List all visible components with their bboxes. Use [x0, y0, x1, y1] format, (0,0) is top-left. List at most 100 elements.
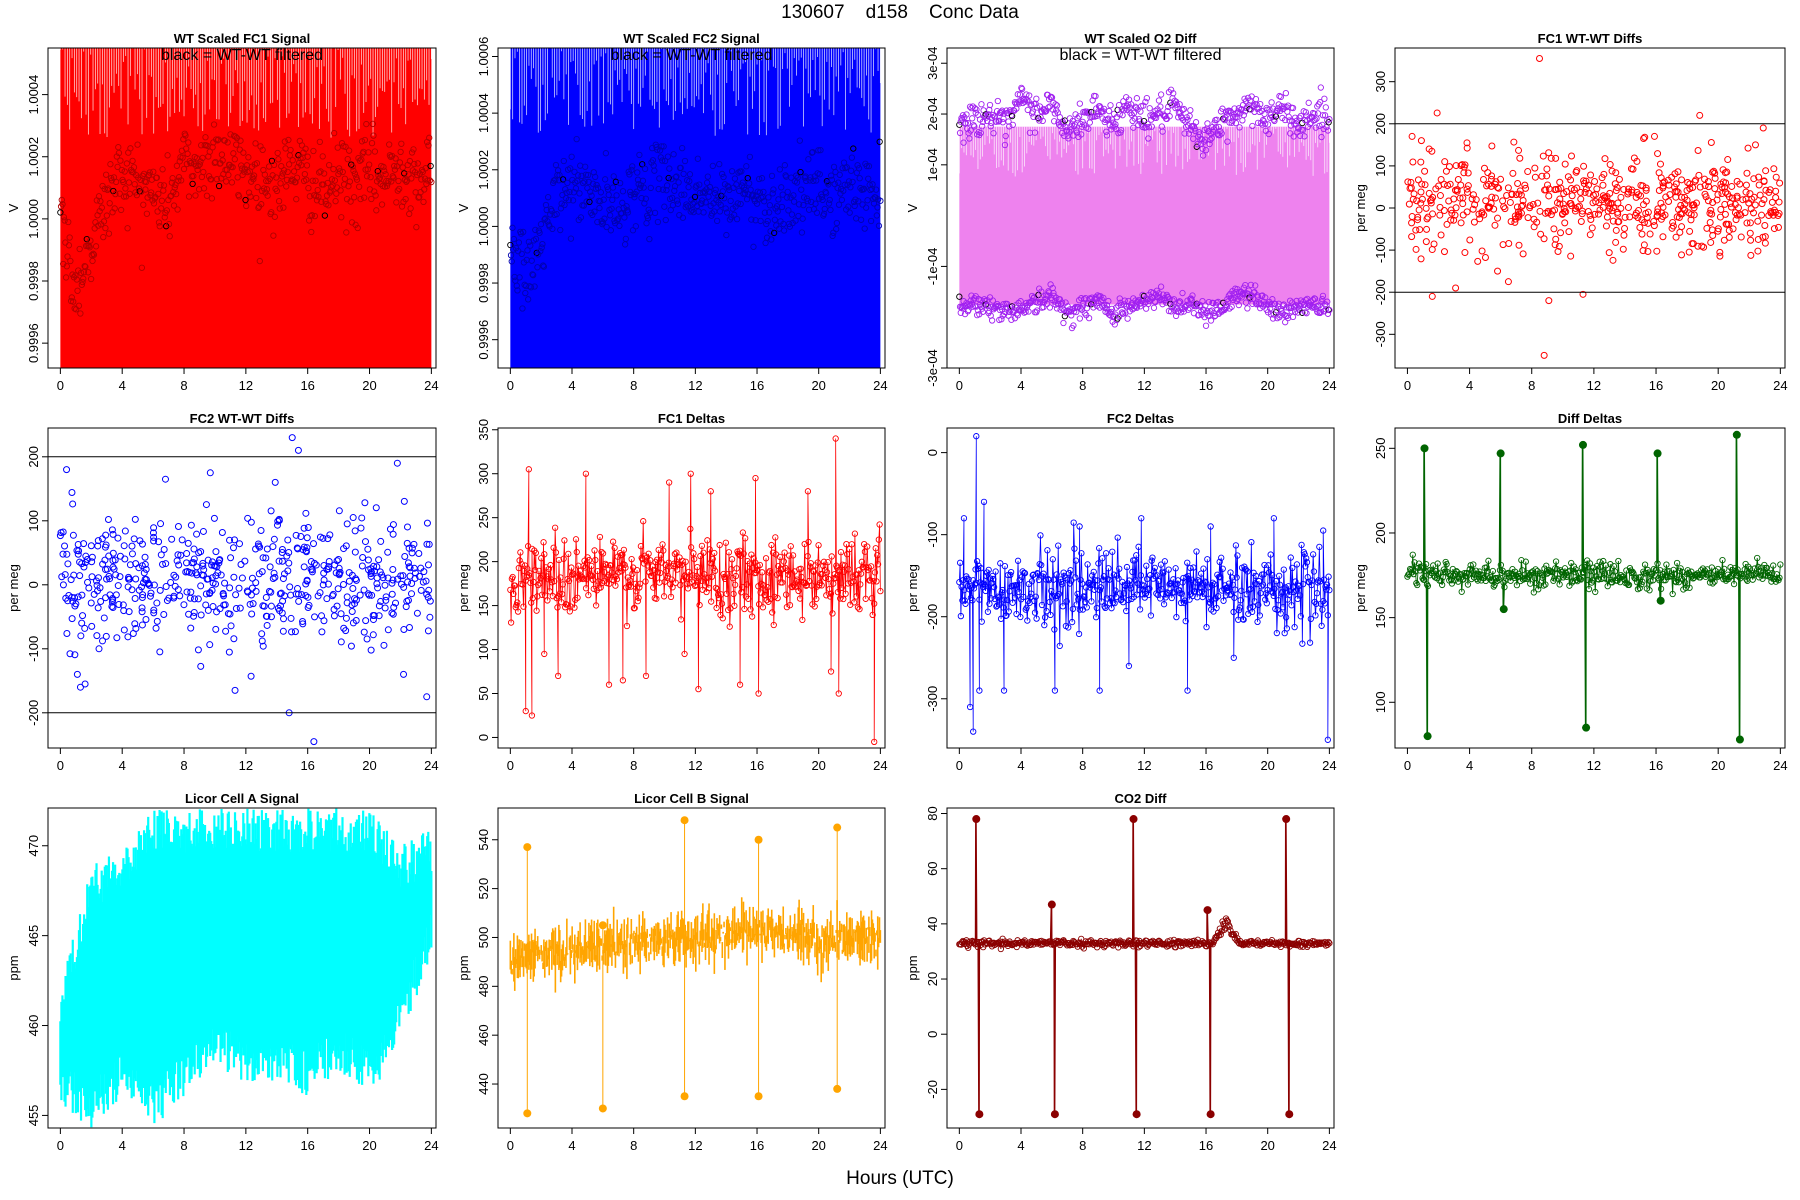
data-point: [1018, 85, 1026, 93]
data-point: [1301, 551, 1308, 558]
data-point: [102, 632, 110, 640]
data-point: [278, 163, 285, 170]
data-point: [1612, 169, 1620, 177]
x-tick-label: 24: [424, 758, 438, 773]
data-point: [712, 584, 719, 592]
data-point: [146, 169, 153, 176]
data-point: [367, 174, 374, 181]
data-point: [835, 179, 842, 186]
data-point: [842, 590, 849, 597]
data-point: [755, 690, 762, 697]
data-point: [122, 185, 129, 192]
data-point: [1709, 168, 1717, 176]
data-point: [74, 287, 81, 294]
data-point: [872, 186, 880, 193]
data-point: [187, 624, 195, 632]
data-point: [624, 209, 632, 216]
data-point: [871, 569, 879, 576]
data-point: [326, 531, 334, 539]
data-point: [1115, 313, 1123, 321]
data-point: [342, 143, 349, 150]
data-point: [582, 163, 589, 170]
data-point: [169, 175, 176, 182]
data-point: [158, 205, 165, 212]
data-point: [220, 601, 228, 609]
data-point: [1207, 523, 1214, 530]
data-point: [1580, 177, 1588, 185]
data-point: [682, 558, 689, 565]
data-point: [533, 607, 540, 614]
data-point: [232, 605, 240, 613]
x-tick-label: 16: [750, 758, 764, 773]
data-point: [67, 576, 75, 584]
data-point: [1269, 572, 1276, 579]
data-point: [1130, 124, 1137, 131]
data-point: [1762, 167, 1770, 175]
data-point: [536, 229, 543, 236]
data-point: [979, 305, 986, 312]
data-point: [602, 560, 609, 568]
data-point: [628, 555, 635, 563]
y-tick-label: 3e-04: [925, 47, 940, 80]
data-point: [514, 287, 521, 294]
data-point: [658, 143, 665, 150]
data-point: [386, 525, 394, 533]
data-point: [1711, 174, 1719, 182]
data-point: [395, 177, 402, 185]
series-1: [956, 433, 1333, 743]
data-point: [325, 202, 332, 209]
data-point: [1119, 599, 1127, 606]
data-point: [1005, 608, 1012, 615]
data-point: [279, 597, 287, 605]
data-point: [653, 556, 661, 563]
data-point: [319, 534, 327, 542]
data-point: [1459, 194, 1467, 202]
data-point: [216, 605, 224, 613]
data-point: [259, 146, 266, 153]
data-point: [193, 563, 201, 571]
data-point: [284, 168, 291, 176]
x-tick-label: 0: [507, 758, 514, 773]
data-point: [301, 171, 308, 178]
data-point: [592, 556, 599, 564]
data-point: [352, 221, 359, 228]
data-point: [262, 593, 270, 601]
data-point: [1694, 147, 1702, 155]
x-tick-label: 16: [1649, 378, 1663, 393]
data-point: [632, 223, 639, 230]
data-point: [1222, 304, 1229, 312]
data-point: [1204, 120, 1211, 127]
data-point: [147, 189, 155, 196]
data-point: [236, 604, 244, 612]
data-point: [297, 533, 305, 541]
data-point: [339, 581, 347, 589]
data-point: [1311, 598, 1318, 606]
data-point: [986, 101, 994, 109]
data-point: [1758, 200, 1766, 208]
data-point: [126, 190, 133, 197]
data-point: [1573, 184, 1581, 192]
x-tick-label: 16: [1199, 378, 1213, 393]
data-point: [1260, 571, 1267, 578]
data-point: [1775, 210, 1783, 218]
page-title: 130607 d158 Conc Data: [781, 2, 1019, 23]
data-point: [678, 561, 685, 568]
data-point: [992, 568, 999, 575]
data-point: [138, 608, 146, 616]
data-point: [799, 616, 806, 623]
data-point: [1087, 581, 1094, 589]
data-point: [186, 594, 194, 602]
data-point: [66, 234, 73, 241]
data-point: [693, 182, 700, 189]
data-point: [1283, 304, 1290, 311]
data-point: [532, 235, 540, 243]
data-point: [1706, 209, 1714, 217]
data-point: [259, 642, 267, 650]
data-point: [415, 194, 422, 201]
data-point: [1675, 205, 1683, 213]
data-point: [391, 162, 398, 170]
chart-panel-2: 0 4 8 12 16 20 240.99960.99981.00001.00021.000…: [456, 31, 888, 393]
data-point: [1038, 561, 1045, 569]
data-point: [111, 205, 118, 212]
data-point: [303, 162, 311, 169]
